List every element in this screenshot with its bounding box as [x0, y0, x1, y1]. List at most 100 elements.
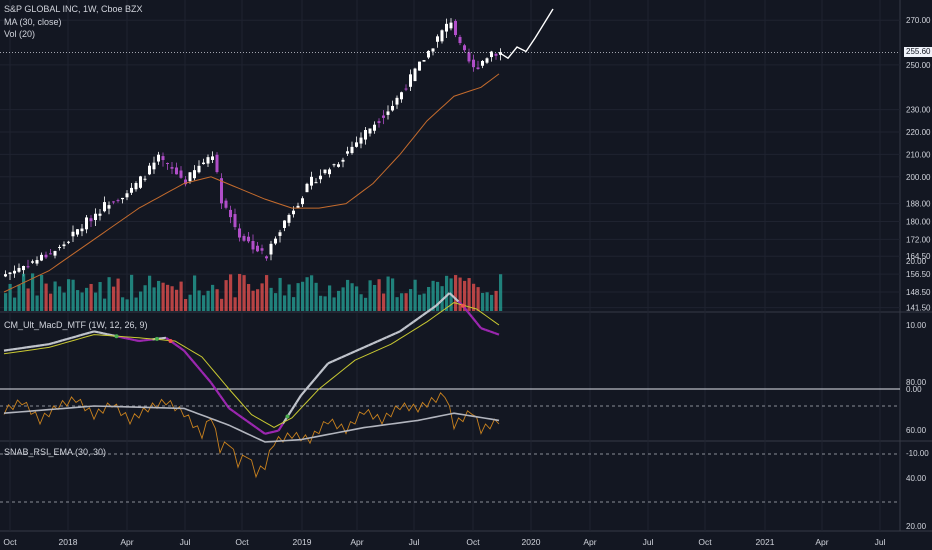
macd-tick-label: 20.00: [906, 257, 927, 266]
volume-bar: [292, 297, 296, 311]
volume-bar: [310, 275, 314, 311]
price-tick-label: 210.00: [906, 150, 931, 159]
volume-bar: [49, 293, 53, 311]
candle-body: [251, 240, 255, 250]
macd-segment: [196, 365, 203, 373]
macd-segment: [71, 335, 77, 339]
macd-segment: [430, 304, 437, 310]
time-tick-label: Apr: [120, 537, 133, 547]
volume-bar: [368, 280, 372, 311]
volume-bar: [242, 275, 246, 311]
volume-bar: [80, 292, 84, 311]
macd-segment: [205, 376, 212, 384]
candle-body: [188, 172, 192, 182]
macd-segment: [368, 342, 374, 347]
macd-segment: [489, 330, 495, 335]
macd-segment: [259, 429, 266, 435]
volume-bar: [98, 282, 102, 311]
volume-bar: [233, 297, 237, 311]
volume-bar: [4, 293, 8, 311]
candle-body: [481, 60, 484, 66]
macd-segment: [466, 310, 473, 318]
macd-segment: [322, 362, 329, 370]
macd-segment: [336, 356, 342, 361]
macd-segment: [93, 330, 99, 334]
candle-body: [89, 218, 93, 222]
candle-body: [269, 243, 273, 255]
volume-bar: [422, 293, 426, 311]
macd-segment: [174, 343, 181, 349]
candle-body: [440, 30, 444, 42]
candle-body: [463, 45, 466, 51]
candle-body: [328, 169, 331, 175]
time-tick-label: 2019: [293, 537, 312, 547]
volume-bar: [346, 279, 350, 311]
macd-segment: [161, 336, 167, 340]
candle-body: [211, 156, 214, 160]
volume-bar: [103, 298, 107, 311]
macd-segment: [35, 344, 41, 348]
price-tick-label: 270.00: [906, 16, 931, 25]
time-tick-label: 2018: [59, 537, 78, 547]
macd-segment: [53, 340, 59, 344]
rsi-tick-label: 40.00: [906, 474, 927, 483]
volume-bar: [67, 279, 71, 311]
volume-bar: [251, 290, 255, 311]
volume-bar: [35, 295, 39, 311]
candle-body: [13, 270, 16, 274]
volume-bar: [476, 287, 480, 311]
candle-body: [80, 228, 84, 232]
time-tick-label: Apr: [815, 537, 828, 547]
volume-bar: [76, 290, 80, 311]
macd-segment: [426, 308, 433, 314]
macd-segment: [304, 384, 311, 391]
volume-bar: [278, 277, 282, 311]
volume-bar: [400, 293, 404, 311]
macd-tick-label: 0.00: [906, 385, 922, 394]
volume-bar: [89, 283, 93, 311]
volume-bar: [71, 279, 75, 311]
macd-segment: [228, 407, 235, 413]
macd-segment: [295, 394, 302, 404]
price-tick-label: 156.50: [906, 270, 931, 279]
volume-bar: [274, 293, 278, 311]
macd-cross-dot: [461, 303, 465, 308]
macd-segment: [435, 300, 442, 307]
macd-segment: [309, 378, 316, 386]
price-tick-label: 172.00: [906, 235, 931, 244]
macd-segment: [219, 394, 226, 403]
candle-body: [449, 22, 453, 29]
price-tick-label: 250.00: [906, 61, 931, 70]
candle-body: [242, 235, 246, 241]
macd-cross-dot: [155, 336, 159, 341]
volume-bar: [314, 282, 318, 311]
macd-segment: [359, 346, 365, 351]
time-tick-label: Apr: [583, 537, 596, 547]
time-tick-label: Jul: [643, 537, 654, 547]
candle-body: [413, 68, 417, 82]
macd-segment: [300, 389, 307, 397]
volume-bar: [287, 284, 291, 311]
volume-bar: [265, 275, 269, 311]
macd-segment: [377, 338, 383, 343]
macd-segment: [75, 334, 81, 338]
candle-body: [274, 238, 277, 244]
candle-body: [418, 61, 421, 71]
candle-body: [31, 261, 34, 263]
macd-segment: [223, 401, 230, 409]
candle-body: [139, 176, 142, 188]
macd-segment: [192, 360, 199, 368]
volume-bar: [157, 280, 161, 311]
volume-bar: [382, 293, 386, 311]
candle-body: [332, 164, 336, 166]
macd-segment: [273, 429, 279, 433]
candle-body: [395, 97, 399, 105]
candle-body: [98, 213, 102, 216]
macd-segment: [408, 320, 415, 326]
volume-bar: [53, 281, 57, 311]
candle-body: [265, 256, 268, 259]
candle-body: [467, 52, 471, 62]
candle-body: [431, 48, 435, 52]
macd-segment: [439, 296, 446, 303]
